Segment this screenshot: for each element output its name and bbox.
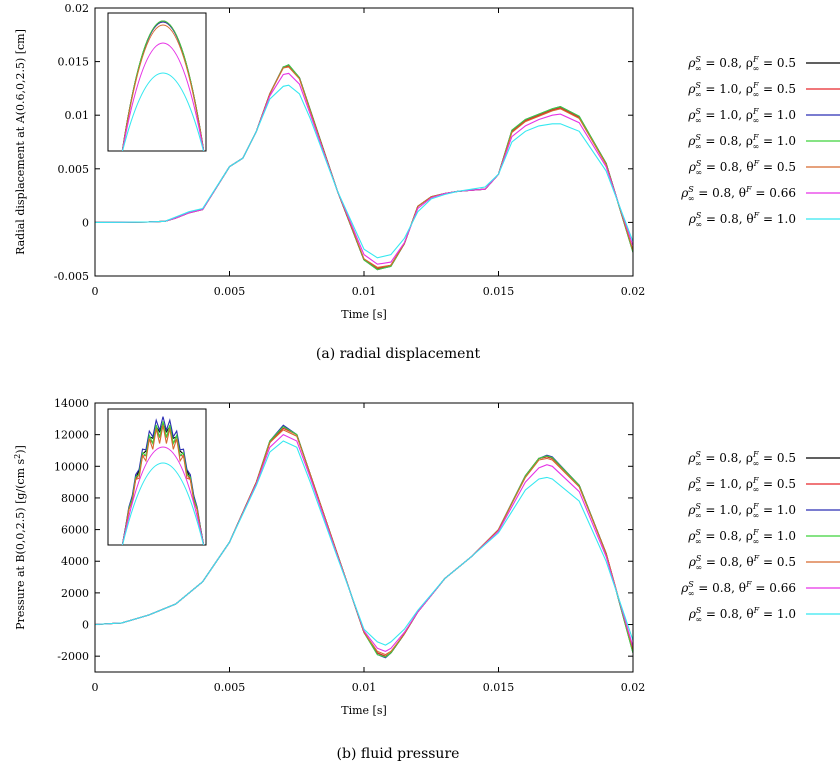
x-tick-label: 0.01 xyxy=(352,285,377,298)
series-group xyxy=(95,64,633,271)
inset-line-4 xyxy=(121,421,205,545)
y-tick-label: 8000 xyxy=(61,492,89,505)
x-tick-label: 0.02 xyxy=(621,681,646,694)
legend-entry-3: ρS ∞ = 1.0, ρF ∞ = 1.0 xyxy=(687,502,796,520)
y-tick-label: 0 xyxy=(82,619,89,632)
inset-line-7 xyxy=(121,72,205,151)
plot-frame xyxy=(94,402,634,673)
y-tick-label: 2000 xyxy=(61,587,89,600)
plot-frame xyxy=(94,7,634,277)
legend-entry-1: ρS ∞ = 0.8, ρF ∞ = 0.5 xyxy=(687,55,796,73)
inset-line-6 xyxy=(121,446,205,545)
inset-line-5 xyxy=(121,24,205,151)
x-tick-label: 0.01 xyxy=(352,681,377,694)
legend-entry-1: ρS ∞ = 0.8, ρF ∞ = 0.5 xyxy=(687,450,796,468)
legend-entry-2: ρS ∞ = 1.0, ρF ∞ = 0.5 xyxy=(687,476,796,494)
x-axis-label: Time [s] xyxy=(341,704,387,717)
y-tick-label: 0.005 xyxy=(58,163,90,176)
legend-entry-6: ρS ∞ = 0.8, θF = 0.66 xyxy=(680,185,796,203)
y-axis-label: Pressure at B(0,0,2.5) [g/(cm s2)] xyxy=(13,445,27,630)
x-tick-label: 0.015 xyxy=(483,681,515,694)
x-axis-label: Time [s] xyxy=(341,308,387,321)
inset-line-5 xyxy=(121,425,205,545)
legend-entry-5: ρS ∞ = 0.8, θF = 0.5 xyxy=(688,159,796,177)
legend-entry-2: ρS ∞ = 1.0, ρF ∞ = 0.5 xyxy=(687,81,796,99)
x-tick-label: 0.005 xyxy=(214,681,246,694)
y-tick-label: -0.005 xyxy=(54,270,89,283)
y-tick-label: 4000 xyxy=(61,555,89,568)
legend: ρS ∞ = 0.8, ρF ∞ = 0.5 ρS ∞ = 1.0, ρF ∞ = 0.5… xyxy=(680,450,840,624)
y-axis-label: Radial displacement at A(0.6,0,2.5) [cm] xyxy=(14,29,27,255)
caption-b: (b) fluid pressure xyxy=(337,746,460,762)
inset-line-3 xyxy=(121,416,205,545)
legend-entry-7: ρS ∞ = 0.8, θF = 1.0 xyxy=(688,211,796,229)
y-tick-label: 12000 xyxy=(54,429,89,442)
y-tick-label: 10000 xyxy=(54,460,89,473)
legend-entry-4: ρS ∞ = 0.8, ρF ∞ = 1.0 xyxy=(687,528,796,546)
x-tick-label: 0.015 xyxy=(483,285,515,298)
y-tick-label: 14000 xyxy=(54,397,89,410)
legend-entry-6: ρS ∞ = 0.8, θF = 0.66 xyxy=(680,580,796,598)
series-line-6 xyxy=(95,72,633,265)
inset-line-7 xyxy=(121,462,205,545)
series-group xyxy=(95,424,633,659)
panel-b: 0 0.005 0.01 0.015 0.02 -2000 0 2000 4000 6000 800… xyxy=(13,397,840,717)
x-tick-label: 0.005 xyxy=(214,285,246,298)
caption-a: (a) radial displacement xyxy=(316,346,481,362)
x-tick-label: 0 xyxy=(92,285,99,298)
legend-entry-7: ρS ∞ = 0.8, θF = 1.0 xyxy=(688,606,796,624)
series-line-7 xyxy=(95,440,633,646)
legend: ρS ∞ = 0.8, ρF ∞ = 0.5 ρS ∞ = 1.0, ρF ∞ = 0.5… xyxy=(680,55,840,229)
series-line-7 xyxy=(95,84,633,259)
x-tick-label: 0.02 xyxy=(621,285,646,298)
legend-entry-3: ρS ∞ = 1.0, ρF ∞ = 1.0 xyxy=(687,107,796,125)
legend-entry-4: ρS ∞ = 0.8, ρF ∞ = 1.0 xyxy=(687,133,796,151)
y-tick-label: 0.02 xyxy=(65,2,90,15)
legend-entry-5: ρS ∞ = 0.8, θF = 0.5 xyxy=(688,554,796,572)
y-tick-label: 0.015 xyxy=(58,56,90,69)
y-tick-label: 6000 xyxy=(61,524,89,537)
y-tick-label: 0.01 xyxy=(65,109,90,122)
inset-zoom xyxy=(107,12,207,152)
inset-zoom xyxy=(107,408,207,546)
y-tick-label: 0 xyxy=(82,216,89,229)
panel-a: 0 0.005 0.01 0.015 0.02-0.00500.0050.010.015… xyxy=(14,2,840,321)
x-tick-label: 0 xyxy=(92,681,99,694)
inset-line-6 xyxy=(121,42,205,151)
y-tick-label: -2000 xyxy=(57,650,89,663)
